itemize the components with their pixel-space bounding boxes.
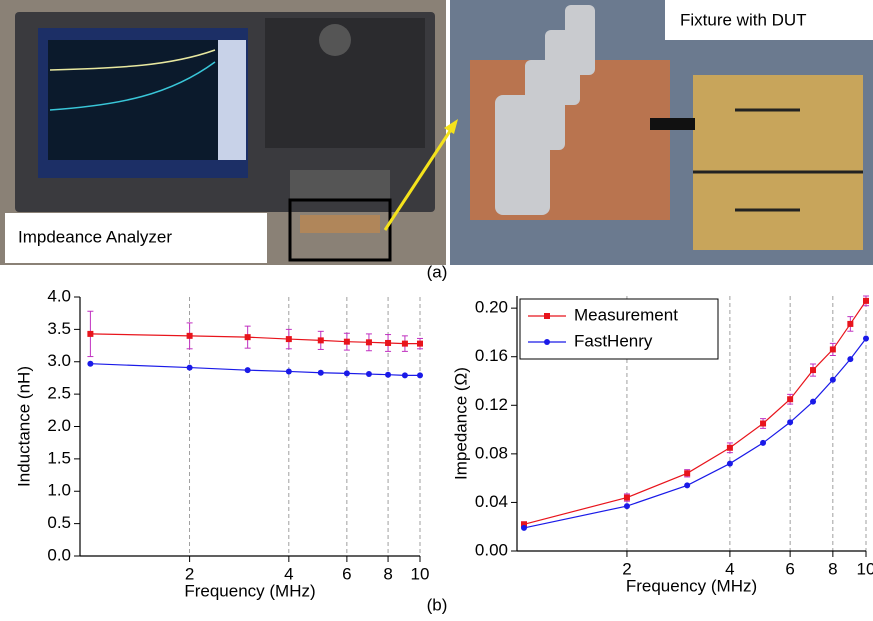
marker	[829, 376, 836, 383]
legend-box	[519, 298, 719, 360]
marker	[285, 368, 292, 375]
y-tick-label: 0.0	[47, 545, 71, 564]
marker	[365, 371, 372, 378]
marker	[401, 372, 408, 379]
marker	[847, 356, 854, 363]
panel-label: (a)	[427, 262, 448, 281]
arrow-head	[444, 119, 458, 134]
label-box	[665, 0, 873, 40]
marker	[244, 367, 251, 374]
y-tick-label: 2.5	[47, 384, 71, 403]
marker	[401, 340, 408, 347]
marker	[684, 482, 691, 489]
y-tick-label: 2.0	[47, 416, 71, 435]
x-tick-label: 10	[411, 564, 430, 583]
marker	[810, 398, 817, 405]
y-tick-label: 0.16	[475, 346, 508, 365]
y-tick-label: 0.00	[475, 540, 508, 559]
marker	[520, 524, 527, 531]
marker	[317, 337, 324, 344]
y-tick-label: 4.0	[47, 286, 71, 305]
arrow	[383, 127, 454, 231]
marker	[760, 420, 767, 427]
y-tick-label: 1.0	[47, 481, 71, 500]
marker	[244, 334, 251, 341]
marker	[417, 372, 423, 379]
y-tick-label: 3.0	[47, 351, 71, 370]
legend-marker	[544, 339, 550, 345]
marker	[847, 320, 854, 327]
y-tick-label: 0.08	[475, 443, 508, 462]
panel-label: (b)	[427, 595, 448, 614]
y-tick-label: 0.12	[475, 395, 508, 414]
photo-label: Fixture with DUT	[680, 10, 807, 29]
marker	[684, 470, 691, 477]
x-tick-label: 6	[785, 559, 794, 578]
x-axis-label: Frequency (MHz)	[184, 581, 315, 600]
y-tick-label: 3.5	[47, 319, 71, 338]
marker	[863, 297, 869, 304]
marker	[417, 340, 423, 347]
x-tick-label: 4	[725, 559, 734, 578]
marker	[87, 360, 94, 367]
y-tick-label: 0.04	[475, 492, 508, 511]
x-tick-label: 2	[622, 559, 631, 578]
marker	[829, 346, 836, 353]
y-tick-label: 0.20	[475, 298, 508, 317]
legend-label: FastHenry	[574, 331, 653, 350]
marker	[787, 396, 794, 403]
legend-label: Measurement	[574, 305, 678, 324]
series-line	[523, 338, 867, 529]
marker	[385, 371, 392, 378]
marker	[285, 336, 292, 343]
marker	[623, 503, 630, 510]
marker	[520, 521, 527, 528]
marker	[186, 364, 193, 371]
y-tick-label: 0.5	[47, 513, 71, 532]
legend-marker	[544, 313, 550, 319]
y-axis-label: Inductance (nH)	[14, 366, 33, 487]
fixture-photo	[450, 0, 873, 265]
marker	[863, 335, 869, 342]
x-tick-label: 8	[828, 559, 837, 578]
marker	[760, 439, 767, 446]
marker	[343, 370, 350, 377]
x-tick-label: 2	[185, 564, 194, 583]
marker	[365, 339, 372, 346]
label-box	[5, 213, 267, 263]
marker	[317, 369, 324, 376]
series-line	[523, 300, 867, 525]
series-line	[90, 363, 420, 376]
x-tick-label: 10	[857, 559, 873, 578]
series-line	[90, 333, 420, 345]
x-tick-label: 4	[284, 564, 293, 583]
y-tick-label: 1.5	[47, 448, 71, 467]
x-tick-label: 8	[383, 564, 392, 583]
marker	[810, 367, 817, 374]
marker	[87, 330, 94, 337]
analyzer-photo	[0, 0, 446, 265]
marker	[343, 338, 350, 345]
marker	[787, 419, 794, 426]
x-axis-label: Frequency (MHz)	[626, 576, 757, 595]
photo-label: Impdeance Analyzer	[18, 227, 172, 246]
marker	[726, 444, 733, 451]
marker	[623, 494, 630, 501]
marker	[186, 332, 193, 339]
x-tick-label: 6	[342, 564, 351, 583]
y-axis-label: Impedance (Ω)	[451, 367, 470, 480]
marker	[726, 460, 733, 467]
marker	[385, 339, 392, 346]
